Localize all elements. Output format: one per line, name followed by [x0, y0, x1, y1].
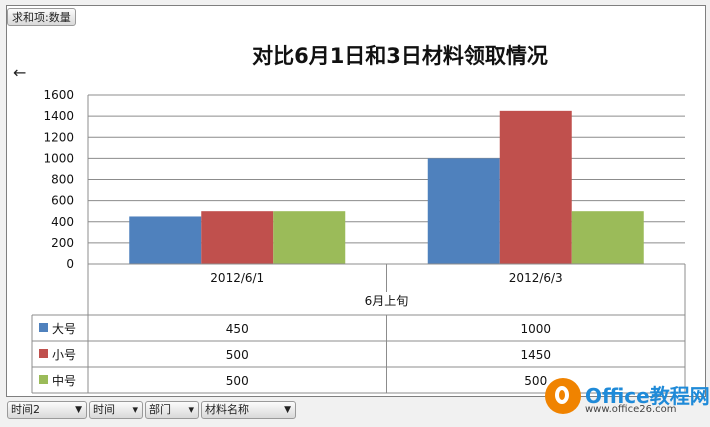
- series-name: 中号: [52, 373, 76, 388]
- field-button-4[interactable]: 材料名称 ▼: [201, 401, 296, 419]
- dropdown-icon[interactable]: ▾: [188, 403, 194, 416]
- bar: [427, 158, 500, 264]
- y-tick-label: 600: [51, 194, 74, 208]
- series-name: 大号: [52, 322, 76, 336]
- field-button-3[interactable]: 部门 ▾: [145, 401, 199, 419]
- filter-icon[interactable]: ▼: [75, 405, 82, 415]
- field-button-1[interactable]: 时间2 ▼: [7, 401, 87, 419]
- data-table-value: 500: [524, 374, 547, 388]
- watermark-brand: Office教程网: [585, 384, 710, 408]
- watermark-logo: Office教程网 www.office26.com: [545, 378, 710, 418]
- field-button-2[interactable]: 时间 ▾: [89, 401, 143, 419]
- legend-key: [39, 323, 48, 332]
- y-tick-label: 200: [51, 236, 74, 250]
- field-button-label: 材料名称: [205, 403, 249, 416]
- filter-icon[interactable]: ▼: [284, 405, 291, 415]
- y-tick-label: 1200: [43, 130, 74, 144]
- group-label: 6月上旬: [365, 294, 409, 308]
- field-button-label: 时间: [93, 403, 115, 416]
- y-tick-label: 1600: [43, 88, 74, 102]
- y-tick-label: 400: [51, 215, 74, 229]
- x-tick-label: 2012/6/1: [210, 271, 264, 285]
- chart-title: 对比6月1日和3日材料领取情况: [252, 44, 548, 68]
- y-tick-label: 0: [66, 257, 74, 271]
- series-name: 小号: [52, 348, 76, 362]
- value-field-button[interactable]: 求和项:数量: [7, 8, 76, 26]
- bar: [499, 110, 572, 264]
- bar: [201, 211, 274, 264]
- data-table-value: 500: [226, 348, 249, 362]
- office-logo-icon: [545, 378, 581, 414]
- legend-key: [39, 375, 48, 384]
- x-tick-label: 2012/6/3: [509, 271, 563, 285]
- bar: [129, 216, 202, 264]
- field-button-label: 时间2: [11, 403, 40, 416]
- y-tick-label: 1000: [43, 151, 74, 165]
- y-tick-label: 800: [51, 173, 74, 187]
- data-table-value: 1450: [520, 348, 551, 362]
- field-button-label: 部门: [149, 403, 171, 416]
- legend-key: [39, 349, 48, 358]
- y-tick-label: 1400: [43, 109, 74, 123]
- data-table-value: 1000: [520, 322, 551, 336]
- data-table-value: 450: [226, 322, 249, 336]
- watermark-url: www.office26.com: [585, 404, 677, 415]
- bar: [571, 211, 644, 264]
- dropdown-icon[interactable]: ▾: [132, 403, 138, 416]
- arrow-left-icon[interactable]: ←: [13, 63, 27, 82]
- data-table-value: 500: [226, 374, 249, 388]
- bar: [273, 211, 346, 264]
